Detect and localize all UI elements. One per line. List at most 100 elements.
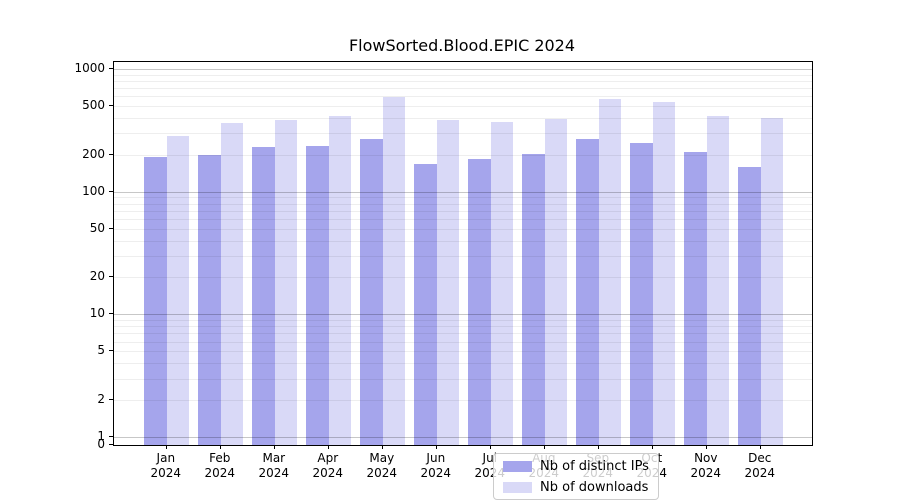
gridline-major — [114, 69, 812, 70]
gridline-minor — [114, 210, 812, 212]
x-tick-label-feb: Feb 2024 — [204, 451, 236, 480]
y-tick-label: 200 — [82, 146, 105, 161]
gridline-minor — [114, 333, 812, 335]
x-tick-mark — [705, 445, 707, 449]
x-tick-mark — [597, 445, 599, 449]
bar-distinct-ips-apr — [306, 146, 329, 445]
gridline-minor — [114, 74, 812, 76]
bar-distinct-ips-dec — [738, 166, 761, 445]
x-tick-mark — [543, 445, 545, 449]
x-tick-mark — [759, 445, 761, 449]
x-tick-label-jun: Jun 2024 — [420, 451, 452, 480]
y-tick-mark — [109, 436, 113, 438]
bar-distinct-ips-oct — [630, 142, 653, 445]
y-tick-mark — [109, 276, 113, 278]
gridline-minor — [114, 203, 812, 205]
x-tick-label-mar: Mar 2024 — [258, 451, 290, 480]
gridline-minor — [114, 400, 812, 402]
gridline-minor — [114, 363, 812, 365]
legend-swatch-distinct-ips — [503, 460, 532, 472]
x-tick-mark — [489, 445, 491, 449]
y-tick-label: 20 — [89, 269, 105, 284]
y-tick-label: 5 — [97, 343, 105, 358]
y-tick-mark — [109, 104, 113, 106]
y-tick-mark — [109, 153, 113, 155]
bar-distinct-ips-feb — [198, 155, 221, 445]
gridline-minor — [114, 80, 812, 82]
gridline-minor — [114, 154, 812, 156]
bar-distinct-ips-jun — [414, 164, 437, 445]
x-tick-label-apr: Apr 2024 — [312, 451, 344, 480]
legend-label-downloads: Nb of downloads — [540, 479, 649, 495]
gridline-minor — [114, 88, 812, 89]
y-tick-mark — [109, 227, 113, 229]
bar-distinct-ips-may — [360, 138, 383, 445]
x-tick-mark — [273, 445, 275, 449]
legend-swatch-downloads — [503, 481, 532, 493]
bar-distinct-ips-mar — [252, 146, 275, 445]
gridline-major — [114, 314, 812, 316]
gridline-major — [114, 437, 812, 439]
y-tick-mark — [109, 399, 113, 401]
gridline-major — [114, 191, 812, 193]
bar-distinct-ips-sep — [576, 138, 599, 445]
bar-distinct-ips-aug — [522, 153, 545, 445]
gridline-minor — [114, 378, 812, 380]
bar-downloads-nov — [706, 116, 730, 445]
bar-downloads-dec — [760, 117, 784, 445]
legend-label-distinct-ips: Nb of distinct IPs — [540, 458, 649, 474]
x-tick-mark — [219, 445, 221, 449]
bar-downloads-sep — [598, 99, 622, 445]
gridline-minor — [114, 277, 812, 279]
gridline-minor — [114, 105, 812, 107]
x-tick-label-jan: Jan 2024 — [150, 451, 182, 480]
gridline-minor — [114, 228, 812, 230]
gridline-minor — [114, 197, 812, 199]
chart-title: FlowSorted.Blood.EPIC 2024 — [348, 36, 576, 55]
bar-distinct-ips-jan — [144, 156, 167, 445]
x-tick-mark — [651, 445, 653, 449]
legend-row-downloads: Nb of downloads — [503, 480, 649, 495]
y-tick-label: 1 — [97, 429, 105, 444]
x-tick-mark — [435, 445, 437, 449]
plot-area: Nb of distinct IPs Nb of downloads — [113, 61, 813, 500]
x-tick-label-dec: Dec 2024 — [744, 451, 776, 480]
x-tick-mark — [165, 445, 167, 449]
gridline-minor — [114, 326, 812, 328]
gridline-minor — [114, 133, 812, 135]
gridline-minor — [114, 351, 812, 353]
x-tick-label-may: May 2024 — [366, 451, 398, 480]
y-tick-label: 0 — [97, 437, 105, 451]
y-tick-mark — [109, 350, 113, 352]
y-tick-mark — [109, 68, 113, 69]
legend: Nb of distinct IPs Nb of downloads — [493, 453, 659, 500]
bar-downloads-jan — [166, 136, 190, 445]
y-tick-mark — [109, 190, 113, 192]
legend-row-distinct-ips: Nb of distinct IPs — [503, 459, 649, 474]
x-tick-label-nov: Nov 2024 — [690, 451, 722, 480]
bar-downloads-feb — [220, 123, 244, 445]
y-tick-mark — [109, 313, 113, 315]
y-tick-label: 1000 — [74, 61, 105, 75]
y-tick-label: 50 — [89, 220, 105, 235]
gridline-minor — [114, 255, 812, 257]
bar-downloads-mar — [274, 120, 298, 445]
bar-distinct-ips-jul — [468, 159, 491, 445]
bar-downloads-oct — [652, 101, 676, 445]
gridline-minor — [114, 96, 812, 98]
bar-downloads-apr — [328, 115, 352, 445]
gridline-minor — [114, 218, 812, 220]
gridline-minor — [114, 117, 812, 119]
y-tick-label: 100 — [82, 183, 105, 198]
gridline-minor — [114, 240, 812, 242]
bar-downloads-jul — [490, 121, 514, 445]
gridline-minor — [114, 341, 812, 343]
gridline-minor — [114, 320, 812, 321]
bar-downloads-may — [382, 97, 406, 445]
y-tick-mark — [109, 444, 113, 445]
x-tick-mark — [381, 445, 383, 449]
bar-distinct-ips-nov — [684, 152, 707, 445]
bar-downloads-jun — [436, 119, 460, 445]
y-tick-label: 500 — [82, 97, 105, 112]
